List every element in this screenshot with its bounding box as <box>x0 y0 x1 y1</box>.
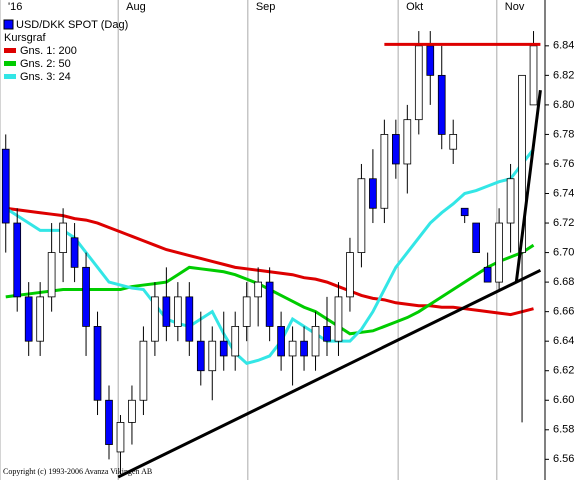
y-tick-label: 6.60 <box>553 394 574 406</box>
candle-body <box>13 222 22 298</box>
candle-body <box>254 281 263 298</box>
y-tick-label: 6.84 <box>553 40 574 52</box>
candle-body <box>518 74 526 253</box>
legend-swatch <box>4 74 16 79</box>
candle-body <box>105 399 113 445</box>
y-tick-label: 6.76 <box>553 158 574 170</box>
legend-label: Gns. 3: 24 <box>20 71 71 83</box>
y-tick-label: 6.58 <box>553 424 574 436</box>
y-tick-label: 6.62 <box>553 365 574 377</box>
x-tick-label: Sep <box>256 1 276 13</box>
candle-body <box>173 296 182 327</box>
legend: USD/DKK SPOT (Dag) Kursgraf Gns. 1: 200G… <box>3 19 128 83</box>
candle-body <box>231 326 240 357</box>
candle-body <box>93 326 102 401</box>
candle-body <box>196 340 205 372</box>
candle-body <box>334 296 343 342</box>
candle-body <box>47 252 56 298</box>
candle-body <box>151 296 159 342</box>
candle-body <box>116 422 125 453</box>
legend-swatch <box>4 48 16 53</box>
candle-body <box>288 340 297 357</box>
candle-body <box>128 399 136 423</box>
y-tick-label: 6.68 <box>553 276 574 288</box>
candle-body <box>357 178 366 253</box>
candle-body <box>414 45 423 121</box>
y-tick-label: 6.64 <box>553 335 574 347</box>
candle-body <box>82 266 90 327</box>
candle-body <box>380 134 389 209</box>
legend-swatch <box>3 19 14 30</box>
legend-box <box>2 18 112 84</box>
y-tick-label: 6.56 <box>553 453 574 465</box>
candle-body <box>59 222 67 253</box>
legend-label: Gns. 1: 200 <box>20 45 77 57</box>
y-tick-label: 6.82 <box>553 69 574 81</box>
candle-body <box>391 134 400 165</box>
candle-body <box>437 74 446 135</box>
candle-body <box>483 266 492 283</box>
copyright: Copyright (c) 1993-2006 Avanza Vikingen … <box>3 467 152 476</box>
candle-body <box>162 296 171 327</box>
y-tick-label: 6.78 <box>553 128 574 140</box>
x-tick-label: Aug <box>126 1 146 13</box>
candle-body <box>529 45 538 106</box>
candle-body <box>495 222 503 283</box>
candle-body <box>300 340 308 357</box>
y-tick-label: 6.72 <box>553 217 574 229</box>
candle-body <box>460 207 469 217</box>
candle-body <box>24 296 33 342</box>
x-tick-label: '16 <box>8 1 22 13</box>
candle-body <box>311 326 320 357</box>
candle-body <box>219 340 228 357</box>
trendlines <box>117 42 542 479</box>
candle-body <box>185 296 194 342</box>
x-tick-label: Okt <box>406 1 423 13</box>
y-tick-label: 6.74 <box>553 187 574 199</box>
legend-subtitle: Kursgraf <box>4 32 47 44</box>
candle-body <box>426 45 435 76</box>
y-tick-label: 6.70 <box>553 246 574 258</box>
candle-body <box>1 148 10 224</box>
candle-body <box>472 222 481 253</box>
x-tick-label: Nov <box>505 1 525 13</box>
trendline <box>514 89 542 283</box>
legend-swatch <box>4 61 16 66</box>
candle-body <box>36 296 45 342</box>
candle-body <box>323 326 331 342</box>
candle-body <box>139 340 148 401</box>
candle-body <box>208 340 217 372</box>
legend-label: Gns. 2: 50 <box>20 58 71 70</box>
trendline <box>117 268 542 479</box>
axis: '16 Aug Sep Okt Nov 6.56 6.58 6.60 6.62 6.64 6.66 6… <box>8 1 574 465</box>
candle-body <box>346 252 354 298</box>
y-tick-label: 6.66 <box>553 306 574 318</box>
candle-body <box>449 134 458 150</box>
candle-body <box>277 326 285 357</box>
candle-body <box>403 119 412 165</box>
candle-body <box>242 296 251 327</box>
ma-line <box>4 148 535 365</box>
y-tick-label: 6.80 <box>553 99 574 111</box>
candle-body <box>506 178 515 224</box>
candle-body <box>70 237 79 268</box>
candle-body <box>265 281 274 327</box>
candle-body <box>369 178 377 209</box>
candles <box>1 31 538 475</box>
legend-title: USD/DKK SPOT (Dag) <box>16 19 128 31</box>
